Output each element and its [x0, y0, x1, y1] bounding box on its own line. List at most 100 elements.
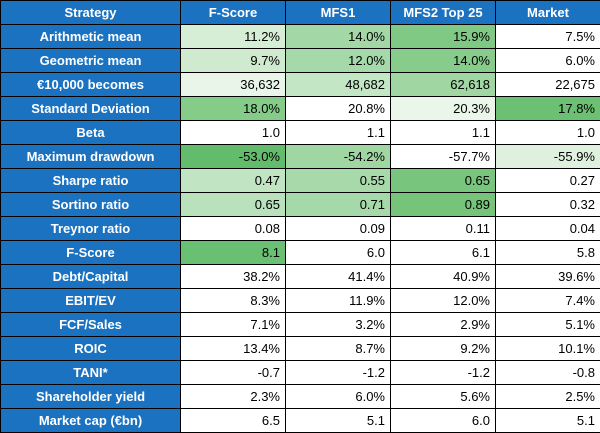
cell-market: -55.9%	[496, 145, 600, 169]
cell-f-score: 7.1%	[181, 313, 286, 337]
row-label: F-Score	[1, 241, 181, 265]
row-label: Shareholder yield	[1, 385, 181, 409]
cell-mfs1: 11.9%	[286, 289, 391, 313]
cell-mfs1: 6.0%	[286, 385, 391, 409]
cell-f-score: 18.0%	[181, 97, 286, 121]
header-market: Market	[496, 1, 600, 25]
cell-f-score: 1.0	[181, 121, 286, 145]
table-header: Strategy F-Score MFS1 MFS2 Top 25 Market	[1, 1, 600, 25]
cell-mfs2-top-25: 62,618	[391, 73, 496, 97]
row-label: TANI*	[1, 361, 181, 385]
row-label: Market cap (€bn)	[1, 409, 181, 433]
cell-market: 17.8%	[496, 97, 600, 121]
cell-market: 10.1%	[496, 337, 600, 361]
header-row: Strategy F-Score MFS1 MFS2 Top 25 Market	[1, 1, 600, 25]
table-row: Maximum drawdown-53.0%-54.2%-57.7%-55.9%	[1, 145, 600, 169]
cell-mfs2-top-25: 20.3%	[391, 97, 496, 121]
cell-mfs2-top-25: 6.1	[391, 241, 496, 265]
row-label: Treynor ratio	[1, 217, 181, 241]
cell-market: 22,675	[496, 73, 600, 97]
cell-market: 5.1%	[496, 313, 600, 337]
cell-f-score: 38.2%	[181, 265, 286, 289]
cell-mfs1: 6.0	[286, 241, 391, 265]
cell-mfs1: 5.1	[286, 409, 391, 433]
cell-market: 0.27	[496, 169, 600, 193]
cell-market: 39.6%	[496, 265, 600, 289]
cell-f-score: 11.2%	[181, 25, 286, 49]
cell-f-score: 8.3%	[181, 289, 286, 313]
row-label: FCF/Sales	[1, 313, 181, 337]
cell-market: 7.5%	[496, 25, 600, 49]
row-label: Sharpe ratio	[1, 169, 181, 193]
header-mfs1: MFS1	[286, 1, 391, 25]
cell-f-score: 0.08	[181, 217, 286, 241]
cell-mfs1: 0.55	[286, 169, 391, 193]
header-strategy: Strategy	[1, 1, 181, 25]
row-label: EBIT/EV	[1, 289, 181, 313]
cell-mfs2-top-25: 0.11	[391, 217, 496, 241]
row-label: Sortino ratio	[1, 193, 181, 217]
table-row: TANI*-0.7-1.2-1.2-0.8	[1, 361, 600, 385]
cell-f-score: 36,632	[181, 73, 286, 97]
cell-f-score: 2.3%	[181, 385, 286, 409]
cell-mfs1: 12.0%	[286, 49, 391, 73]
cell-mfs1: -1.2	[286, 361, 391, 385]
cell-mfs2-top-25: -1.2	[391, 361, 496, 385]
cell-mfs1: 20.8%	[286, 97, 391, 121]
row-label: ROIC	[1, 337, 181, 361]
row-label: Standard Deviation	[1, 97, 181, 121]
cell-mfs1: 14.0%	[286, 25, 391, 49]
cell-mfs2-top-25: 2.9%	[391, 313, 496, 337]
row-label: Arithmetic mean	[1, 25, 181, 49]
cell-mfs2-top-25: 6.0	[391, 409, 496, 433]
cell-f-score: 8.1	[181, 241, 286, 265]
cell-mfs1: 3.2%	[286, 313, 391, 337]
cell-mfs2-top-25: 15.9%	[391, 25, 496, 49]
cell-mfs2-top-25: 0.65	[391, 169, 496, 193]
cell-market: 0.32	[496, 193, 600, 217]
cell-market: -0.8	[496, 361, 600, 385]
cell-mfs1: 0.09	[286, 217, 391, 241]
cell-f-score: 13.4%	[181, 337, 286, 361]
cell-mfs2-top-25: 14.0%	[391, 49, 496, 73]
cell-mfs1: 41.4%	[286, 265, 391, 289]
cell-mfs1: 8.7%	[286, 337, 391, 361]
cell-mfs2-top-25: 12.0%	[391, 289, 496, 313]
cell-market: 1.0	[496, 121, 600, 145]
cell-mfs1: 0.71	[286, 193, 391, 217]
row-label: Beta	[1, 121, 181, 145]
cell-mfs1: -54.2%	[286, 145, 391, 169]
cell-mfs2-top-25: 5.6%	[391, 385, 496, 409]
cell-mfs2-top-25: 9.2%	[391, 337, 496, 361]
row-label: Geometric mean	[1, 49, 181, 73]
cell-mfs1: 48,682	[286, 73, 391, 97]
cell-f-score: 0.47	[181, 169, 286, 193]
cell-market: 0.04	[496, 217, 600, 241]
cell-market: 6.0%	[496, 49, 600, 73]
cell-f-score: 6.5	[181, 409, 286, 433]
row-label: €10,000 becomes	[1, 73, 181, 97]
cell-f-score: -0.7	[181, 361, 286, 385]
row-label: Maximum drawdown	[1, 145, 181, 169]
cell-f-score: 0.65	[181, 193, 286, 217]
cell-mfs1: 1.1	[286, 121, 391, 145]
cell-mfs2-top-25: -57.7%	[391, 145, 496, 169]
cell-market: 2.5%	[496, 385, 600, 409]
cell-f-score: 9.7%	[181, 49, 286, 73]
